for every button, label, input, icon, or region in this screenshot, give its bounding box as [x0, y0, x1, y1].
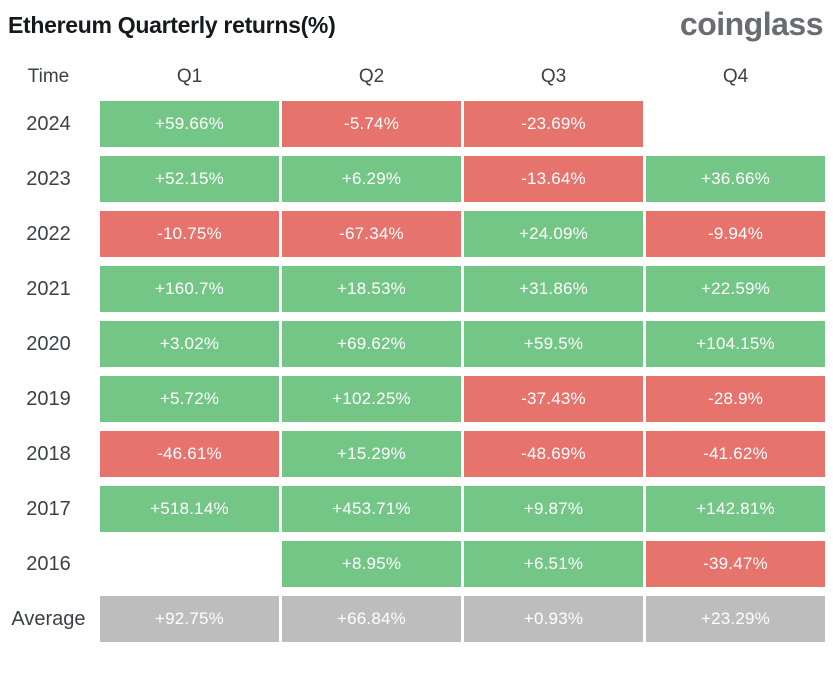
topbar: Ethereum Quarterly returns(%) coinglass — [0, 0, 833, 40]
column-header-time: Time — [27, 66, 70, 87]
cell-2020-q4: +104.15% — [646, 321, 825, 367]
cell-2022-q1: -10.75% — [100, 211, 279, 257]
cell-2018-q2: +15.29% — [282, 431, 461, 477]
column-header-q2: Q2 — [358, 66, 385, 87]
cell-2021-q1: +160.7% — [100, 266, 279, 312]
row-label-2023: 2023 — [26, 167, 71, 190]
row-label-average: Average — [11, 607, 86, 630]
cell-2019-q4: -28.9% — [646, 376, 825, 422]
cell-2023-q3: -13.64% — [464, 156, 643, 202]
cell-2023-q1: +52.15% — [100, 156, 279, 202]
cell-2017-q3: +9.87% — [464, 486, 643, 532]
cell-2023-q4: +36.66% — [646, 156, 825, 202]
cell-2018-q3: -48.69% — [464, 431, 643, 477]
cell-2020-q3: +59.5% — [464, 321, 643, 367]
row-label-2024: 2024 — [26, 112, 71, 135]
column-header-q1: Q1 — [176, 66, 203, 87]
row-label-2017: 2017 — [26, 497, 71, 520]
cell-2023-q2: +6.29% — [282, 156, 461, 202]
returns-table: Time Q1 Q2 Q3 Q4 2024 +59.66% -5.74% -23.69% 2023… — [0, 62, 825, 642]
cell-2024-q2: -5.74% — [282, 101, 461, 147]
cell-2020-q1: +3.02% — [100, 321, 279, 367]
cell-2018-q1: -46.61% — [100, 431, 279, 477]
cell-2024-q4 — [646, 101, 825, 147]
cell-average-q4: +23.29% — [646, 596, 825, 642]
cell-2020-q2: +69.62% — [282, 321, 461, 367]
cell-2021-q2: +18.53% — [282, 266, 461, 312]
cell-2022-q2: -67.34% — [282, 211, 461, 257]
cell-2016-q4: -39.47% — [646, 541, 825, 587]
column-header-q4: Q4 — [722, 66, 749, 87]
cell-2016-q1 — [100, 541, 279, 587]
cell-2024-q1: +59.66% — [100, 101, 279, 147]
cell-2017-q1: +518.14% — [100, 486, 279, 532]
row-label-2016: 2016 — [26, 552, 71, 575]
cell-2022-q3: +24.09% — [464, 211, 643, 257]
cell-2019-q2: +102.25% — [282, 376, 461, 422]
page-title: Ethereum Quarterly returns(%) — [8, 12, 336, 38]
cell-2016-q2: +8.95% — [282, 541, 461, 587]
cell-average-q3: +0.93% — [464, 596, 643, 642]
cell-2017-q2: +453.71% — [282, 486, 461, 532]
cell-2024-q3: -23.69% — [464, 101, 643, 147]
cell-2021-q4: +22.59% — [646, 266, 825, 312]
row-label-2018: 2018 — [26, 442, 71, 465]
row-label-2021: 2021 — [26, 277, 71, 300]
row-label-2022: 2022 — [26, 222, 71, 245]
row-label-2019: 2019 — [26, 387, 71, 410]
cell-2016-q3: +6.51% — [464, 541, 643, 587]
row-label-2020: 2020 — [26, 332, 71, 355]
cell-2019-q3: -37.43% — [464, 376, 643, 422]
cell-2021-q3: +31.86% — [464, 266, 643, 312]
column-header-q3: Q3 — [540, 66, 567, 87]
cell-2022-q4: -9.94% — [646, 211, 825, 257]
cell-average-q1: +92.75% — [100, 596, 279, 642]
cell-2018-q4: -41.62% — [646, 431, 825, 477]
cell-2017-q4: +142.81% — [646, 486, 825, 532]
coinglass-logo: coinglass — [679, 6, 824, 42]
cell-average-q2: +66.84% — [282, 596, 461, 642]
cell-2019-q1: +5.72% — [100, 376, 279, 422]
